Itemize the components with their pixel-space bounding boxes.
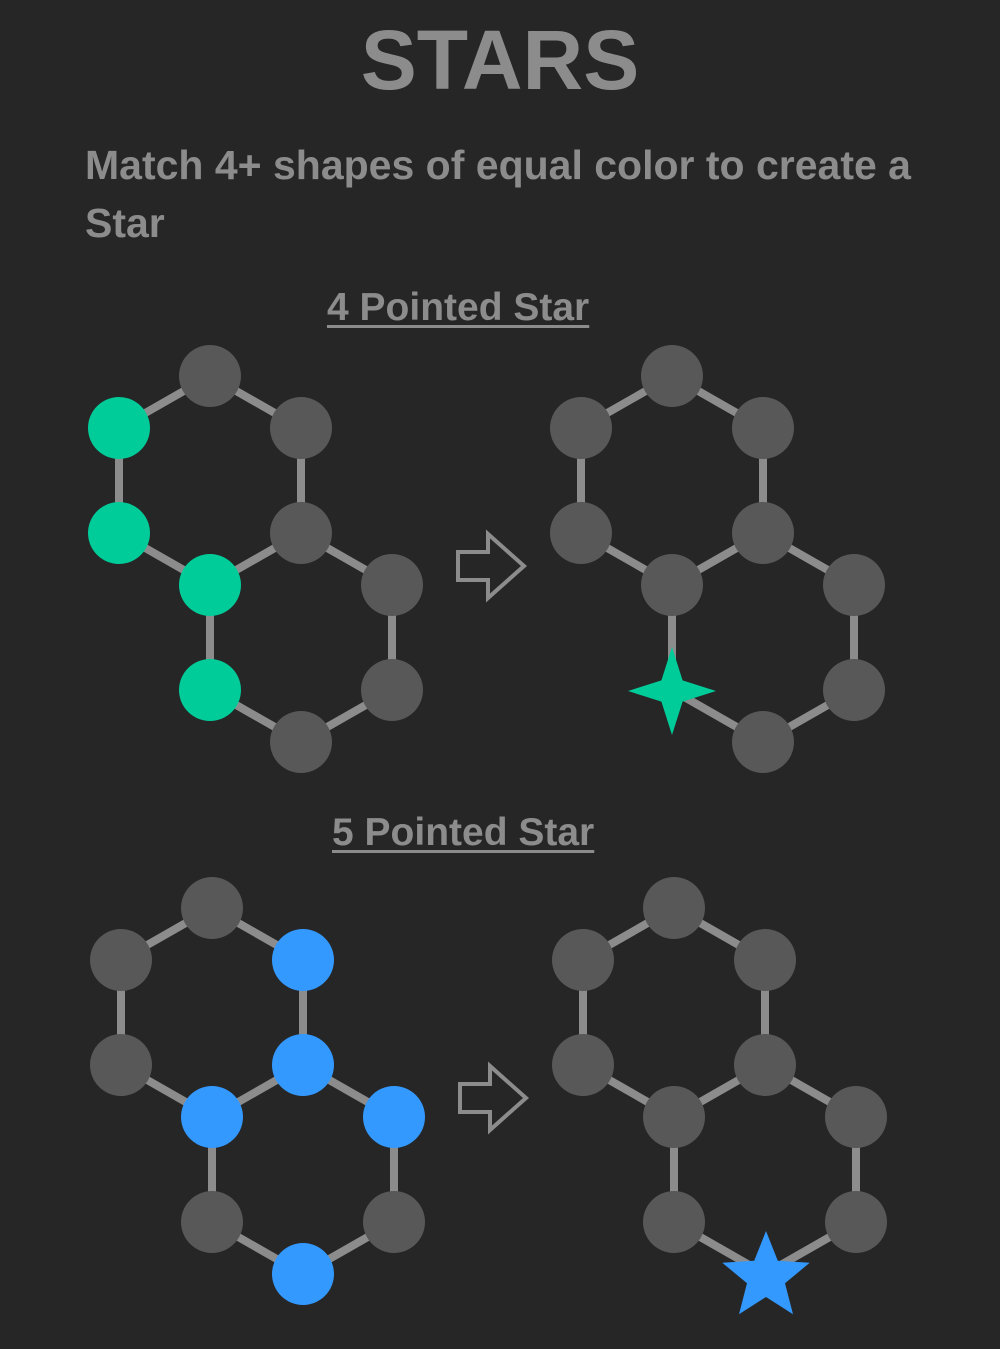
five-pointed-star-icon [722, 1231, 810, 1315]
right-arrow-outline-icon [458, 1061, 530, 1135]
five-before-node-blue [181, 1086, 243, 1148]
four-before-node-green [88, 397, 150, 459]
five-before-node-blue [363, 1086, 425, 1148]
four-before-node-gray [179, 345, 241, 407]
five-after-node-gray [825, 1086, 887, 1148]
four-after-node-gray [641, 345, 703, 407]
five-before-node-gray [90, 1034, 152, 1096]
right-arrow-outline-icon [456, 529, 528, 603]
five-before-node-gray [181, 1191, 243, 1253]
four-before-node-gray [361, 659, 423, 721]
five-after-node-gray [552, 929, 614, 991]
five-after-node-gray [734, 929, 796, 991]
five-before-node-gray [90, 929, 152, 991]
instruction-text: Match 4+ shapes of equal color to create… [85, 142, 911, 246]
four-after-node-gray [732, 711, 794, 773]
four-before-node-green [88, 502, 150, 564]
four-before-node-gray [270, 397, 332, 459]
four-before-node-gray [270, 502, 332, 564]
four-after-node-gray [641, 554, 703, 616]
four-after-node-gray [732, 502, 794, 564]
five-before-node-gray [363, 1191, 425, 1253]
four-before-node-gray [270, 711, 332, 773]
four-star-before-board [88, 345, 423, 773]
five-before-node-gray [181, 877, 243, 939]
four-before-node-green [179, 554, 241, 616]
four-before-node-green [179, 659, 241, 721]
five-pointed-star-title: 5 Pointed Star [332, 811, 595, 854]
five-after-node-gray [643, 877, 705, 939]
four-after-node-gray [732, 397, 794, 459]
five-after-node-gray [643, 1191, 705, 1253]
four-after-node-gray [550, 397, 612, 459]
five-after-node-gray [643, 1086, 705, 1148]
four-pointed-star-icon [628, 647, 716, 735]
four-star-after-board [550, 345, 885, 773]
five-star-after-board [552, 877, 887, 1315]
five-after-node-gray [825, 1191, 887, 1253]
page-title: STARS [360, 13, 640, 107]
five-after-node-gray [552, 1034, 614, 1096]
four-before-node-gray [361, 554, 423, 616]
right-arrow-outline-shape [456, 529, 528, 603]
five-star-before-board [90, 877, 425, 1305]
five-before-node-blue [272, 1034, 334, 1096]
four-after-node-gray [550, 502, 612, 564]
five-before-node-blue [272, 1243, 334, 1305]
five-before-node-blue [272, 929, 334, 991]
four-after-node-gray [823, 659, 885, 721]
right-arrow-outline-shape [458, 1061, 530, 1135]
five-after-node-gray [734, 1034, 796, 1096]
four-pointed-star-title: 4 Pointed Star [327, 286, 590, 329]
four-after-node-gray [823, 554, 885, 616]
